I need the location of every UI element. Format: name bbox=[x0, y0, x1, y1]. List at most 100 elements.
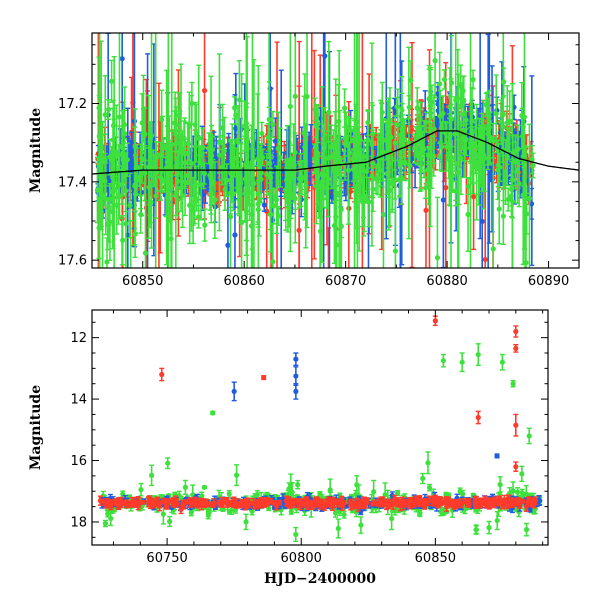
data-point-red bbox=[129, 501, 135, 507]
y-axis-title: Magnitude bbox=[28, 385, 44, 470]
data-point-green bbox=[425, 451, 431, 475]
data-point-red bbox=[310, 504, 316, 510]
x-tick-label: 60800 bbox=[281, 551, 322, 566]
data-point-green bbox=[335, 518, 341, 539]
data-point-green bbox=[96, 94, 102, 178]
data-point-green bbox=[293, 526, 299, 542]
data-point-green bbox=[470, 69, 476, 90]
data-point-green bbox=[219, 148, 225, 186]
data-point-green bbox=[168, 147, 174, 268]
data-point-green bbox=[328, 124, 334, 190]
data-point-green bbox=[369, 42, 375, 247]
data-point-green bbox=[111, 55, 117, 268]
data-point-red bbox=[348, 500, 354, 511]
data-point-green bbox=[490, 136, 496, 268]
data-point-green bbox=[431, 94, 437, 165]
data-point-red bbox=[513, 325, 519, 338]
data-point-green bbox=[140, 74, 147, 143]
y-tick-label: 16 bbox=[70, 454, 87, 469]
x-tick-label: 60880 bbox=[426, 274, 467, 289]
data-point-green bbox=[319, 86, 325, 264]
data-point-green bbox=[510, 379, 516, 388]
data-point-green bbox=[394, 490, 401, 497]
data-point-red bbox=[136, 501, 142, 507]
data-point-green bbox=[234, 464, 240, 487]
data-point-green bbox=[497, 476, 503, 494]
data-point-red bbox=[140, 499, 146, 505]
data-point-green bbox=[412, 133, 418, 164]
data-point-green bbox=[509, 82, 516, 268]
data-point-green bbox=[420, 472, 426, 485]
data-point-green bbox=[259, 121, 265, 146]
data-point-green bbox=[105, 99, 112, 121]
data-point-green bbox=[440, 353, 446, 368]
data-point-green bbox=[120, 214, 126, 266]
data-point-green bbox=[453, 33, 459, 207]
data-point-green bbox=[153, 33, 159, 268]
y-tick-label: 18 bbox=[70, 515, 87, 530]
data-point-green bbox=[287, 33, 293, 253]
data-point-green bbox=[270, 110, 276, 139]
axes-frame bbox=[91, 32, 580, 269]
data-point-green bbox=[116, 33, 123, 219]
data-point-green bbox=[292, 33, 298, 244]
data-point-red bbox=[508, 497, 515, 508]
data-point-red bbox=[360, 503, 367, 509]
data-point-green bbox=[399, 92, 405, 166]
data-point-red bbox=[267, 497, 274, 505]
data-point-blue bbox=[536, 495, 543, 506]
data-point-green bbox=[439, 121, 445, 173]
data-point-blue bbox=[494, 453, 500, 459]
data-point-red bbox=[170, 497, 177, 508]
data-point-red bbox=[317, 498, 323, 506]
data-point-green bbox=[523, 522, 530, 537]
model-curve bbox=[92, 130, 579, 175]
data-point-green bbox=[167, 515, 173, 528]
axes-frame bbox=[91, 309, 549, 546]
data-point-red bbox=[116, 501, 122, 511]
y-tick-label: 14 bbox=[70, 393, 87, 408]
data-point-red bbox=[525, 497, 531, 507]
data-point-green bbox=[182, 479, 188, 495]
data-point-blue bbox=[307, 143, 313, 186]
plot-area bbox=[92, 33, 579, 268]
data-point-green bbox=[138, 482, 144, 497]
y-tick-label: 17.6 bbox=[58, 254, 87, 269]
data-point-green bbox=[270, 223, 276, 268]
data-point-red bbox=[432, 315, 438, 327]
data-point-red bbox=[225, 500, 231, 507]
data-point-green bbox=[512, 134, 518, 190]
data-point-green bbox=[255, 65, 261, 268]
data-point-red bbox=[239, 499, 245, 505]
data-point-red bbox=[325, 227, 331, 268]
data-point-red bbox=[415, 496, 421, 506]
data-point-red bbox=[337, 502, 344, 508]
data-point-green bbox=[317, 491, 323, 497]
data-point-green bbox=[456, 73, 462, 268]
data-point-green bbox=[414, 143, 421, 166]
data-point-red bbox=[339, 495, 345, 503]
data-point-green bbox=[495, 143, 501, 188]
x-tick-label: 60850 bbox=[415, 551, 456, 566]
data-point-green bbox=[383, 119, 389, 161]
data-point-green bbox=[239, 73, 245, 268]
data-point-red bbox=[478, 499, 484, 505]
data-point-green bbox=[519, 465, 525, 483]
data-point-green bbox=[264, 152, 270, 196]
data-point-red bbox=[399, 496, 405, 505]
data-point-red bbox=[297, 502, 304, 511]
data-point-green bbox=[457, 487, 463, 495]
data-point-green bbox=[337, 109, 343, 268]
data-point-green bbox=[392, 123, 399, 268]
data-point-red bbox=[454, 499, 460, 508]
data-point-red bbox=[162, 498, 168, 505]
data-point-green bbox=[137, 143, 144, 210]
data-point-red bbox=[325, 498, 331, 504]
data-point-green bbox=[504, 127, 510, 187]
data-point-green bbox=[375, 136, 381, 196]
data-point-red bbox=[465, 498, 472, 507]
data-point-red bbox=[163, 504, 170, 510]
data-point-green bbox=[149, 464, 155, 487]
data-point-green bbox=[142, 147, 149, 268]
data-point-green bbox=[178, 63, 184, 212]
